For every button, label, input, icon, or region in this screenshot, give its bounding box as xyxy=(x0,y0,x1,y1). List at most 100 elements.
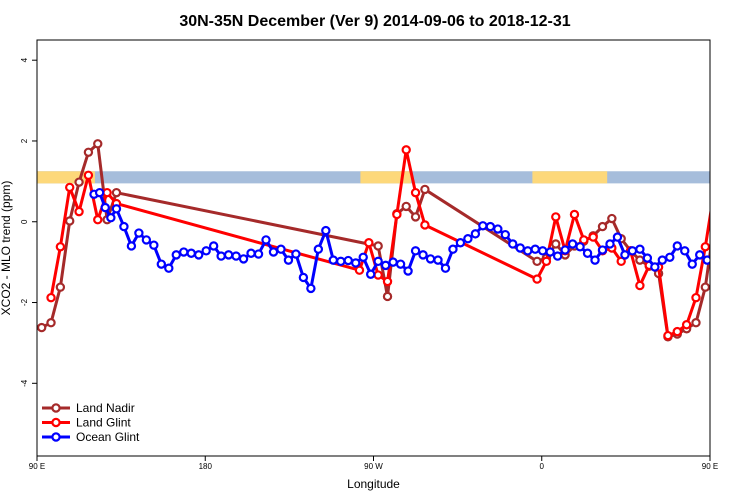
legend-marker-1 xyxy=(51,417,61,428)
series-2-point-68 xyxy=(590,255,600,265)
series-2-point-66 xyxy=(575,242,585,252)
x-axis-label: Longitude xyxy=(347,477,400,491)
series-1-point-15 xyxy=(420,220,430,230)
series-1-point-38 xyxy=(739,216,746,223)
series-2-point-74 xyxy=(635,244,645,254)
series-0-point-3 xyxy=(65,216,75,226)
y-tick-label-2: 0 xyxy=(20,219,29,224)
series-2-point-50 xyxy=(455,238,466,248)
x-tick-label-0: 90 E xyxy=(29,462,45,471)
series-2-point-17 xyxy=(208,241,219,251)
series-2-point-76 xyxy=(650,262,660,272)
series-2-point-82 xyxy=(695,250,705,260)
series-1-point-0 xyxy=(46,292,56,303)
series-2-point-37 xyxy=(358,252,368,262)
series-2-point-1 xyxy=(94,187,105,198)
series-1-point-37 xyxy=(730,172,737,179)
series-1-point-30 xyxy=(663,330,673,341)
series-2-point-27 xyxy=(283,255,294,265)
series-2-point-73 xyxy=(627,246,638,256)
series-2-point-11 xyxy=(164,263,174,273)
series-2-point-67 xyxy=(582,248,593,258)
series-0-point-32 xyxy=(691,318,701,328)
series-2-point-46 xyxy=(425,254,436,264)
series-2-point-7 xyxy=(134,228,144,238)
y-tick-label-4: 4 xyxy=(20,57,29,62)
series-2-point-43 xyxy=(403,266,413,276)
series-2-point-84 xyxy=(709,251,710,253)
legend-marker-2 xyxy=(51,432,61,442)
series-0-point-8 xyxy=(111,187,122,198)
series-2-point-72 xyxy=(620,250,630,260)
legend-marker-0 xyxy=(51,403,61,413)
series-1-point-9 xyxy=(364,238,374,248)
series-0-point-2 xyxy=(55,282,66,292)
series-2-point-3 xyxy=(106,213,116,223)
series-2-point-49 xyxy=(448,244,458,254)
legend-label-1: Land Glint xyxy=(76,416,131,430)
series-2-point-75 xyxy=(642,253,653,263)
series-0-point-10 xyxy=(382,291,393,302)
legend-label-0: Land Nadir xyxy=(76,401,135,415)
series-2-point-18 xyxy=(216,251,226,261)
series-2-point-79 xyxy=(672,241,682,251)
series-2-point-55 xyxy=(493,224,503,234)
series-2-point-40 xyxy=(380,260,391,271)
series-2-point-20 xyxy=(231,251,241,261)
series-1-point-22 xyxy=(588,232,598,242)
series-2-point-5 xyxy=(119,221,129,232)
series-0-point-36 xyxy=(730,149,737,156)
series-1-point-5 xyxy=(93,215,103,225)
series-layer xyxy=(37,139,746,342)
series-2-point-77 xyxy=(657,255,668,265)
series-0-point-14 xyxy=(420,184,430,195)
series-2-point-24 xyxy=(261,235,271,245)
series-1-point-6 xyxy=(102,187,112,198)
series-2-point-45 xyxy=(418,250,428,260)
x-tick-label-3: 0 xyxy=(540,462,545,471)
y-axis: -4 -2 0 2 4 xyxy=(20,57,37,387)
series-2-point-54 xyxy=(485,221,496,232)
series-1-point-10 xyxy=(373,270,383,280)
series-1-point-11 xyxy=(382,276,393,287)
series-0-point-6 xyxy=(93,139,103,149)
series-2-point-85 xyxy=(719,242,726,249)
series-1-point-3 xyxy=(74,206,84,217)
series-2-point-81 xyxy=(687,259,697,269)
series-1-point-12 xyxy=(392,209,402,220)
series-1-point-32 xyxy=(681,320,692,330)
x-tick-label-1: 180 xyxy=(199,462,213,471)
series-1-point-14 xyxy=(410,187,421,198)
series-1-point-4 xyxy=(83,170,94,181)
series-0-point-22 xyxy=(597,221,608,232)
series-2-point-56 xyxy=(500,229,510,240)
series-0-point-34 xyxy=(709,220,710,222)
series-2-point-22 xyxy=(246,248,256,258)
series-0-point-26 xyxy=(635,255,645,265)
series-2-point-69 xyxy=(597,245,608,255)
series-2-point-57 xyxy=(508,239,518,249)
series-2-point-87 xyxy=(734,252,741,259)
series-1-point-36 xyxy=(720,208,727,215)
series-1-point-16 xyxy=(532,274,542,284)
series-2-point-71 xyxy=(612,232,623,242)
series-1-point-13 xyxy=(401,145,411,155)
series-0-point-12 xyxy=(401,201,411,212)
series-1-point-8 xyxy=(354,265,365,275)
series-2-point-38 xyxy=(365,269,376,279)
series-2-point-53 xyxy=(478,221,488,231)
series-2-point-26 xyxy=(276,244,286,254)
series-2-point-23 xyxy=(253,249,264,259)
x-tick-label-2: 90 W xyxy=(364,462,383,471)
series-1-point-25 xyxy=(616,256,626,267)
series-0-point-1 xyxy=(46,318,56,328)
series-2-point-78 xyxy=(665,252,675,262)
series-1-point-17 xyxy=(541,256,552,267)
series-2-point-63 xyxy=(552,251,563,261)
plot-area xyxy=(36,39,746,457)
series-2-point-21 xyxy=(238,254,249,264)
chart-title: 30N-35N December (Ver 9) 2014-09-06 to 2… xyxy=(179,13,570,30)
x-tick-label-4: 90 E xyxy=(702,462,718,471)
series-1-point-34 xyxy=(700,242,710,252)
series-2-point-47 xyxy=(433,255,443,265)
